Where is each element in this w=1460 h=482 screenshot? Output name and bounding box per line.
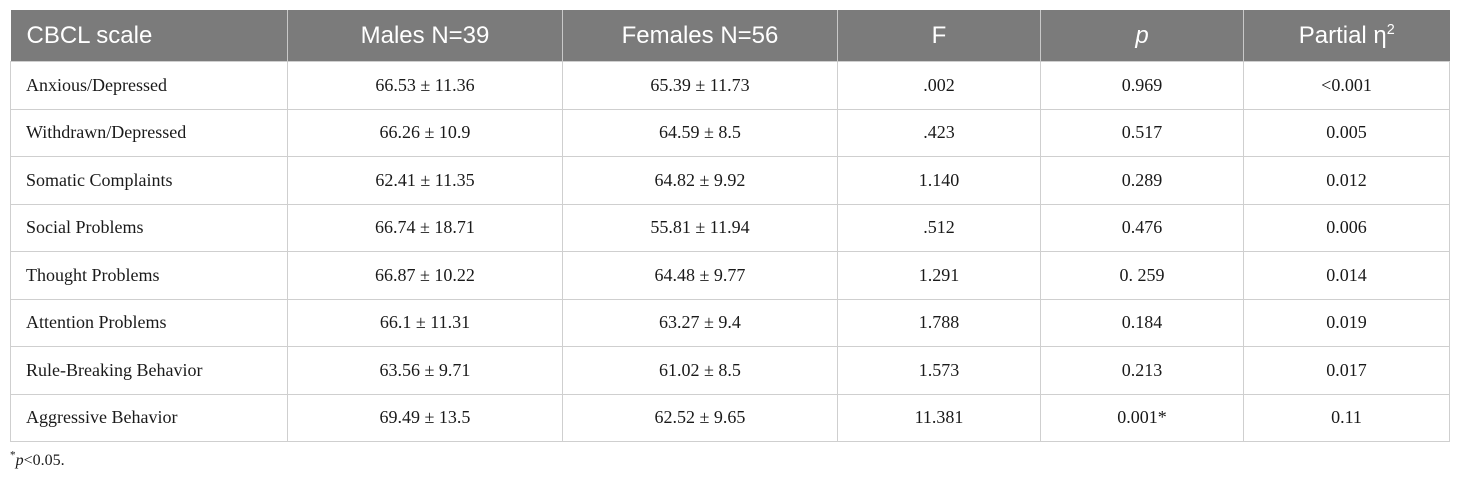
table-header-row: CBCL scale Males N=39 Females N=56 F p P… xyxy=(10,10,1450,62)
cell-f: 1.140 xyxy=(837,156,1041,205)
table-row: Withdrawn/Depressed 66.26 ± 10.9 64.59 ± 8… xyxy=(10,108,1450,157)
cell-f: 11.381 xyxy=(837,393,1041,442)
cell-partial-eta: 0.11 xyxy=(1243,393,1450,442)
cell-scale: Rule-Breaking Behavior xyxy=(10,346,288,395)
header-p-label: p xyxy=(1135,21,1149,49)
table-row: Aggressive Behavior 69.49 ± 13.5 62.52 ± 9… xyxy=(10,393,1450,442)
cell-partial-eta: 0.006 xyxy=(1243,203,1450,252)
cell-p: 0.969 xyxy=(1040,61,1244,110)
table-row: Thought Problems 66.87 ± 10.22 64.48 ± 9.7… xyxy=(10,251,1450,300)
cell-p: 0.289 xyxy=(1040,156,1244,205)
cell-p: 0. 259 xyxy=(1040,251,1244,300)
cell-partial-eta: 0.012 xyxy=(1243,156,1450,205)
table-footnote: *p<0.05. xyxy=(10,449,65,470)
cell-scale: Attention Problems xyxy=(10,298,288,347)
footnote-p-symbol: p xyxy=(15,452,24,469)
table-row: Social Problems 66.74 ± 18.71 55.81 ± 11.9… xyxy=(10,203,1450,252)
cbcl-comparison-table: CBCL scale Males N=39 Females N=56 F p P… xyxy=(10,10,1450,442)
cell-f: .002 xyxy=(837,61,1041,110)
cell-partial-eta: 0.017 xyxy=(1243,346,1450,395)
cell-males: 66.1 ± 11.31 xyxy=(287,298,563,347)
header-cbcl-scale: CBCL scale xyxy=(10,10,288,62)
table-row: Rule-Breaking Behavior 63.56 ± 9.71 61.02 … xyxy=(10,346,1450,395)
cell-f: 1.573 xyxy=(837,346,1041,395)
cell-p: 0.001* xyxy=(1040,393,1244,442)
cell-f: 1.291 xyxy=(837,251,1041,300)
cell-partial-eta: 0.019 xyxy=(1243,298,1450,347)
cell-males: 63.56 ± 9.71 xyxy=(287,346,563,395)
footnote-star: * xyxy=(10,449,16,462)
cell-females: 63.27 ± 9.4 xyxy=(562,298,838,347)
cell-p: 0.184 xyxy=(1040,298,1244,347)
cell-females: 64.48 ± 9.77 xyxy=(562,251,838,300)
cell-males: 66.53 ± 11.36 xyxy=(287,61,563,110)
table-row: Somatic Complaints 62.41 ± 11.35 64.82 ± 9… xyxy=(10,156,1450,205)
cell-scale: Thought Problems xyxy=(10,251,288,300)
cell-males: 69.49 ± 13.5 xyxy=(287,393,563,442)
cell-males: 66.74 ± 18.71 xyxy=(287,203,563,252)
cell-partial-eta: 0.005 xyxy=(1243,108,1450,157)
cell-scale: Anxious/Depressed xyxy=(10,61,288,110)
results-table-container: CBCL scale Males N=39 Females N=56 F p P… xyxy=(10,10,1450,442)
cell-f: .512 xyxy=(837,203,1041,252)
header-partial-eta-label: Partial η xyxy=(1298,21,1387,49)
header-partial-eta-sup: 2 xyxy=(1386,21,1395,38)
cell-scale: Aggressive Behavior xyxy=(10,393,288,442)
cell-males: 66.26 ± 10.9 xyxy=(287,108,563,157)
cell-females: 64.82 ± 9.92 xyxy=(562,156,838,205)
header-f: F xyxy=(837,10,1041,62)
cell-females: 64.59 ± 8.5 xyxy=(562,108,838,157)
cell-partial-eta: 0.014 xyxy=(1243,251,1450,300)
header-p: p xyxy=(1040,10,1244,62)
footnote-text: <0.05. xyxy=(23,452,65,469)
cell-females: 65.39 ± 11.73 xyxy=(562,61,838,110)
cell-females: 55.81 ± 11.94 xyxy=(562,203,838,252)
cell-males: 62.41 ± 11.35 xyxy=(287,156,563,205)
cell-partial-eta: <0.001 xyxy=(1243,61,1450,110)
header-females: Females N=56 xyxy=(562,10,838,62)
cell-males: 66.87 ± 10.22 xyxy=(287,251,563,300)
cell-scale: Somatic Complaints xyxy=(10,156,288,205)
cell-scale: Social Problems xyxy=(10,203,288,252)
cell-f: .423 xyxy=(837,108,1041,157)
cell-females: 61.02 ± 8.5 xyxy=(562,346,838,395)
cell-p: 0.213 xyxy=(1040,346,1244,395)
cell-females: 62.52 ± 9.65 xyxy=(562,393,838,442)
header-partial-eta: Partial η2 xyxy=(1243,10,1450,62)
cell-f: 1.788 xyxy=(837,298,1041,347)
cell-p: 0.476 xyxy=(1040,203,1244,252)
table-row: Attention Problems 66.1 ± 11.31 63.27 ± 9.… xyxy=(10,298,1450,347)
cell-scale: Withdrawn/Depressed xyxy=(10,108,288,157)
cell-p: 0.517 xyxy=(1040,108,1244,157)
table-row: Anxious/Depressed 66.53 ± 11.36 65.39 ± 11… xyxy=(10,61,1450,110)
header-males: Males N=39 xyxy=(287,10,563,62)
